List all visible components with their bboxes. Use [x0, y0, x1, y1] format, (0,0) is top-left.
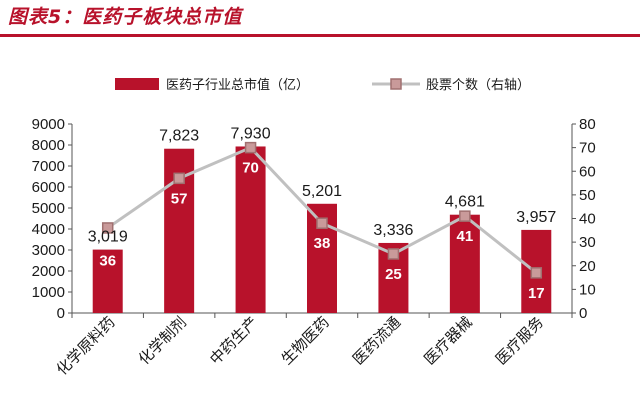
y-right-tick-label: 10 [579, 281, 596, 298]
line-point [387, 248, 400, 260]
y-left-tick-label: 7000 [32, 158, 65, 175]
legend-line-label: 股票个数（右轴） [426, 78, 530, 93]
bar-value-label: 5,201 [302, 183, 342, 200]
bar [92, 249, 123, 313]
count-label: 17 [528, 285, 545, 302]
count-label: 38 [314, 235, 331, 252]
bars [92, 146, 552, 313]
line-point [244, 141, 257, 154]
count-label: 57 [171, 190, 188, 207]
bar-value-label: 7,823 [159, 128, 199, 145]
y-left-tick-label: 3000 [32, 242, 65, 259]
y-left-tick-label: 6000 [32, 179, 65, 196]
y-left-tick-label: 0 [57, 305, 65, 322]
legend-bar-label: 医药子行业总市值（亿） [166, 77, 309, 93]
line-point [101, 222, 114, 234]
line-point [173, 172, 185, 185]
y-right-tick-label: 30 [579, 234, 596, 251]
data-labels: 3,019 7,823 7,930 5,201 3,336 4,681 3,957 36 57 7… [88, 125, 557, 301]
line-series [101, 141, 543, 279]
y-right-tick-label: 40 [579, 211, 596, 228]
line-point [316, 217, 328, 229]
title-rule [0, 34, 640, 37]
y-left-tick-label: 8000 [32, 137, 65, 154]
line-point [459, 210, 471, 222]
bar [449, 214, 480, 313]
category-label: 医疗服务 [492, 313, 547, 368]
y-left-tick-label: 2000 [32, 263, 65, 280]
category-label: 生物医药 [278, 313, 333, 368]
bar-value-label: 7,930 [231, 125, 271, 142]
y-right-tick-label: 50 [579, 187, 596, 204]
bar-value-label: 4,681 [445, 194, 485, 211]
bar-value-label: 3,957 [516, 209, 556, 226]
bar-value-label: 3,336 [373, 222, 413, 239]
y-left-tick-label: 9000 [32, 116, 65, 133]
count-label: 36 [99, 253, 116, 270]
y-right-tick-label: 60 [579, 163, 596, 180]
legend-bar-swatch [115, 78, 159, 90]
y-right-tick-label: 20 [579, 258, 596, 275]
y-right-tick-label: 70 [579, 140, 596, 157]
y-right-tick-label: 0 [579, 305, 587, 322]
category-label: 中药生产 [206, 313, 261, 368]
legend-line-marker [390, 78, 402, 90]
category-label: 医药流通 [349, 313, 404, 368]
bar [235, 146, 266, 313]
y-left-tick-label: 5000 [32, 200, 65, 217]
category-label: 医疗器械 [421, 313, 476, 368]
y-right-tick-label: 80 [579, 116, 596, 133]
legend: 医药子行业总市值（亿） 股票个数（右轴） [115, 77, 530, 93]
category-label: 化学制剂 [135, 313, 190, 368]
line-point [530, 267, 543, 279]
count-label: 25 [385, 266, 402, 283]
y-left-tick-label: 4000 [32, 221, 65, 238]
count-label: 41 [457, 228, 474, 245]
bar-value-label: 3,019 [88, 229, 128, 246]
y-left-tick-label: 1000 [32, 284, 65, 301]
count-label: 70 [242, 160, 259, 177]
chart-title: 图表5：医药子板块总市值 [8, 6, 243, 28]
category-label: 化学原料药 [53, 313, 119, 379]
